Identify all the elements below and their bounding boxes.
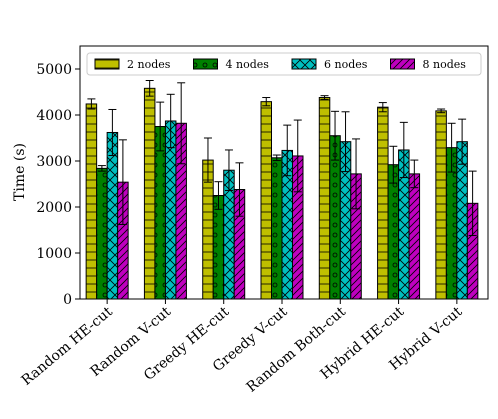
y-tick-label: 0 — [63, 292, 72, 308]
y-tick-label: 3000 — [36, 154, 72, 170]
legend-swatch-hatch — [291, 58, 317, 70]
legend-label: 8 nodes — [423, 58, 467, 71]
legend-label: 2 nodes — [127, 58, 171, 71]
x-tick-label: Random Both-cut — [244, 304, 349, 396]
bar-hatch — [154, 126, 166, 300]
legend-swatch-hatch — [390, 58, 415, 70]
bar-hatch — [106, 131, 119, 300]
bar-hatch — [96, 167, 108, 300]
legend-label: 6 nodes — [324, 58, 368, 71]
bar-hatch — [212, 195, 225, 300]
y-tick-label: 4000 — [36, 108, 72, 124]
legend-swatch-hatch — [193, 58, 218, 70]
legend-swatch-hatch — [94, 58, 120, 70]
y-axis-label: Time (s) — [12, 143, 28, 201]
bar-hatch — [408, 173, 421, 300]
bar-hatch — [377, 106, 389, 300]
bar-hatch — [318, 97, 331, 300]
bar-hatch — [456, 141, 468, 300]
bar-hatch — [271, 157, 283, 300]
bar-hatch — [85, 103, 98, 300]
bar-hatch — [143, 87, 156, 300]
plot-frame — [79, 45, 489, 300]
y-tick-label: 2000 — [36, 200, 72, 216]
legend-box — [86, 52, 482, 76]
bar-hatch — [260, 101, 272, 300]
y-tick-label: 1000 — [36, 246, 72, 262]
y-tick-label: 5000 — [36, 62, 72, 78]
bar-hatch — [435, 110, 447, 300]
legend-label: 4 nodes — [226, 58, 270, 71]
legend: 2 nodes 4 nodes 6 nodes 8 nodes — [86, 52, 482, 76]
bar-hatch — [387, 164, 400, 300]
